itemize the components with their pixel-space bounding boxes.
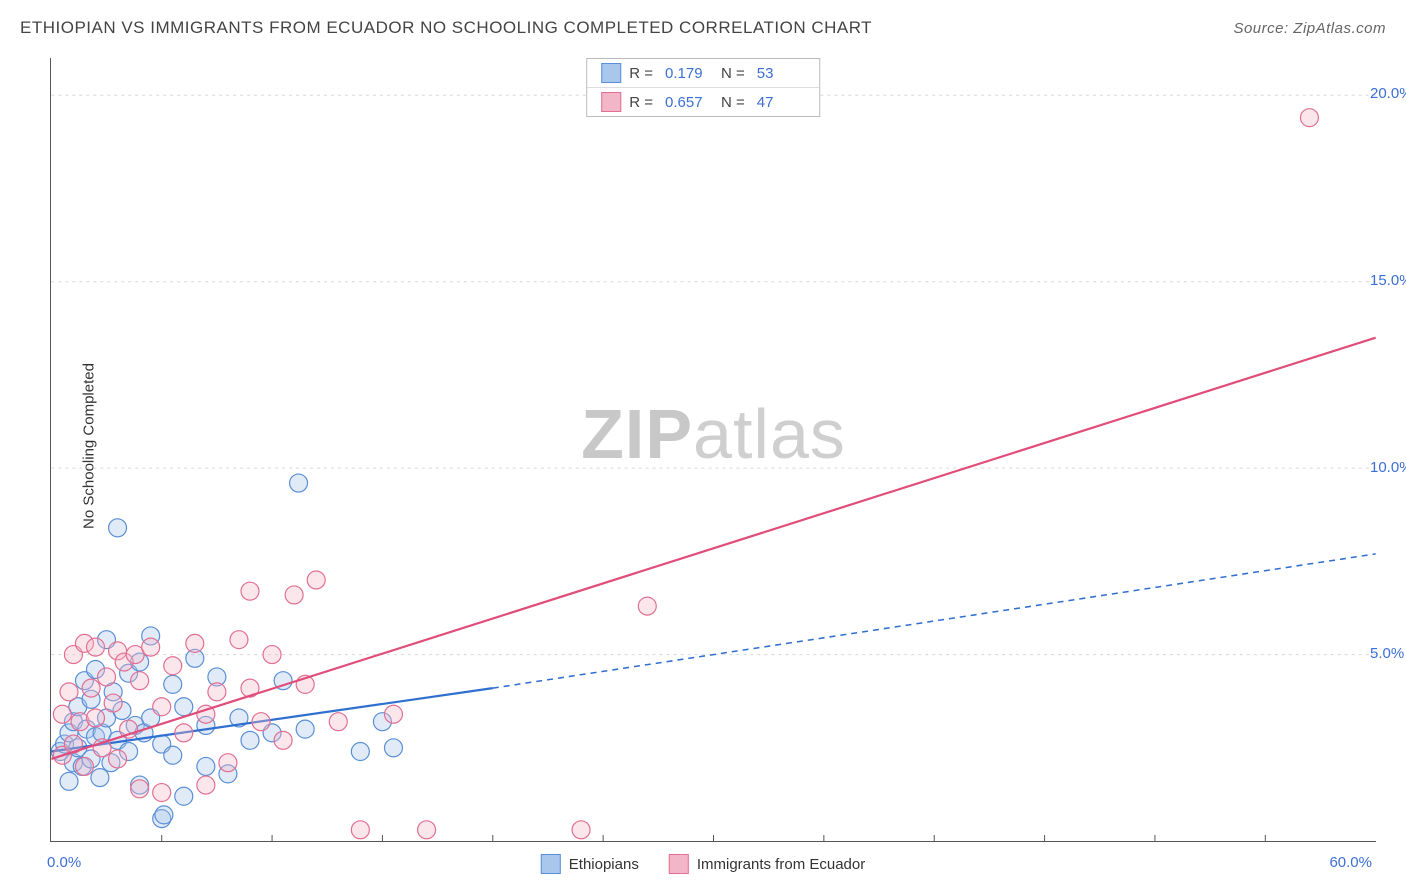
- series-legend: Ethiopians Immigrants from Ecuador: [541, 854, 865, 874]
- y-tick-label: 5.0%: [1370, 645, 1404, 662]
- n-label: N =: [721, 65, 745, 82]
- legend-item: Immigrants from Ecuador: [669, 854, 865, 874]
- source-label: Source: ZipAtlas.com: [1233, 20, 1386, 37]
- legend-row: R = 0.657 N = 47: [587, 88, 819, 116]
- n-value: 53: [757, 65, 805, 82]
- chart-title: ETHIOPIAN VS IMMIGRANTS FROM ECUADOR NO …: [20, 18, 872, 38]
- n-label: N =: [721, 94, 745, 111]
- r-value: 0.657: [665, 94, 713, 111]
- r-label: R =: [629, 65, 653, 82]
- y-tick-label: 15.0%: [1370, 272, 1406, 289]
- legend-label: Ethiopians: [569, 856, 639, 873]
- r-value: 0.179: [665, 65, 713, 82]
- n-value: 47: [757, 94, 805, 111]
- chart-container: ETHIOPIAN VS IMMIGRANTS FROM ECUADOR NO …: [0, 0, 1406, 892]
- plot-svg: [51, 58, 1376, 841]
- y-tick-label: 20.0%: [1370, 85, 1406, 102]
- y-tick-label: 10.0%: [1370, 459, 1406, 476]
- title-bar: ETHIOPIAN VS IMMIGRANTS FROM ECUADOR NO …: [20, 18, 1386, 38]
- correlation-legend: R = 0.179 N = 53 R = 0.657 N = 47: [586, 58, 820, 117]
- legend-label: Immigrants from Ecuador: [697, 856, 865, 873]
- swatch-icon: [601, 63, 621, 83]
- legend-item: Ethiopians: [541, 854, 639, 874]
- legend-row: R = 0.179 N = 53: [587, 59, 819, 88]
- plot-area: ZIPatlas 5.0%10.0%15.0%20.0%0.0%60.0%: [50, 58, 1376, 842]
- r-label: R =: [629, 94, 653, 111]
- x-tick-label: 0.0%: [47, 854, 81, 871]
- swatch-icon: [601, 92, 621, 112]
- swatch-icon: [541, 854, 561, 874]
- x-tick-label: 60.0%: [1329, 854, 1372, 871]
- swatch-icon: [669, 854, 689, 874]
